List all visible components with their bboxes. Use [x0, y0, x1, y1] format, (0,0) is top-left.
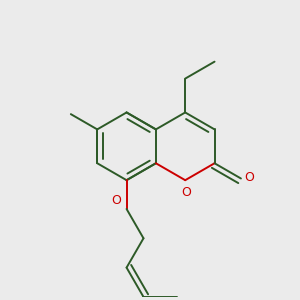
Text: O: O [181, 186, 191, 199]
Text: O: O [244, 171, 254, 184]
Text: O: O [111, 194, 121, 207]
